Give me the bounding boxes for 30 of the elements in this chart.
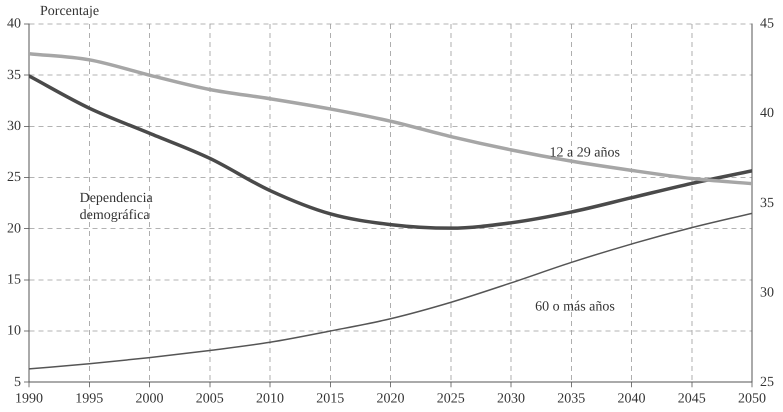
x-tick-label: 2045 xyxy=(678,391,706,406)
y-tick-label: 20 xyxy=(7,221,21,236)
y-tick-label: 5 xyxy=(14,374,21,390)
x-tick-label: 2050 xyxy=(738,391,766,406)
x-tick-label: 2000 xyxy=(136,391,164,406)
y-tick-label: 25 xyxy=(7,170,21,186)
x-tick-label: 2020 xyxy=(376,391,404,406)
y2-tick-label: 35 xyxy=(760,196,774,211)
annotation: Dependencia demográfica xyxy=(80,190,154,223)
y-tick-label: 15 xyxy=(7,272,21,288)
y2-tick-label: 45 xyxy=(760,16,774,32)
x-tick-label: 2040 xyxy=(618,391,646,406)
y-tick-label: 35 xyxy=(7,68,21,83)
y2-tick-label: 40 xyxy=(760,106,774,122)
x-tick-label: 2035 xyxy=(557,391,586,406)
y2-tick-label: 30 xyxy=(760,285,774,300)
x-tick-label: 2025 xyxy=(436,391,465,406)
x-tick-label: 2030 xyxy=(497,391,525,406)
x-tick-label: 2015 xyxy=(316,391,344,406)
x-tick-label: 1990 xyxy=(15,391,43,406)
x-tick-label: 2010 xyxy=(256,391,284,406)
y2-tick-label: 25 xyxy=(760,374,774,390)
y-tick-label: 30 xyxy=(7,119,21,134)
x-tick-label: 2005 xyxy=(196,391,224,406)
x-tick-label: 1995 xyxy=(75,391,104,406)
y-tick-label: 10 xyxy=(7,324,21,339)
y-tick-label: 40 xyxy=(7,16,21,32)
annotation: 60 o más años xyxy=(535,300,615,315)
y-axis-title: Porcentaje xyxy=(40,4,100,20)
annotation: 12 a 29 años xyxy=(550,146,620,161)
